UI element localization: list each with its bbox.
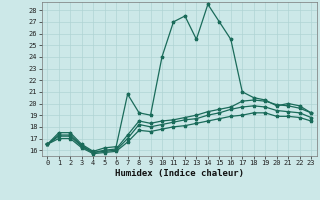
X-axis label: Humidex (Indice chaleur): Humidex (Indice chaleur) (115, 169, 244, 178)
